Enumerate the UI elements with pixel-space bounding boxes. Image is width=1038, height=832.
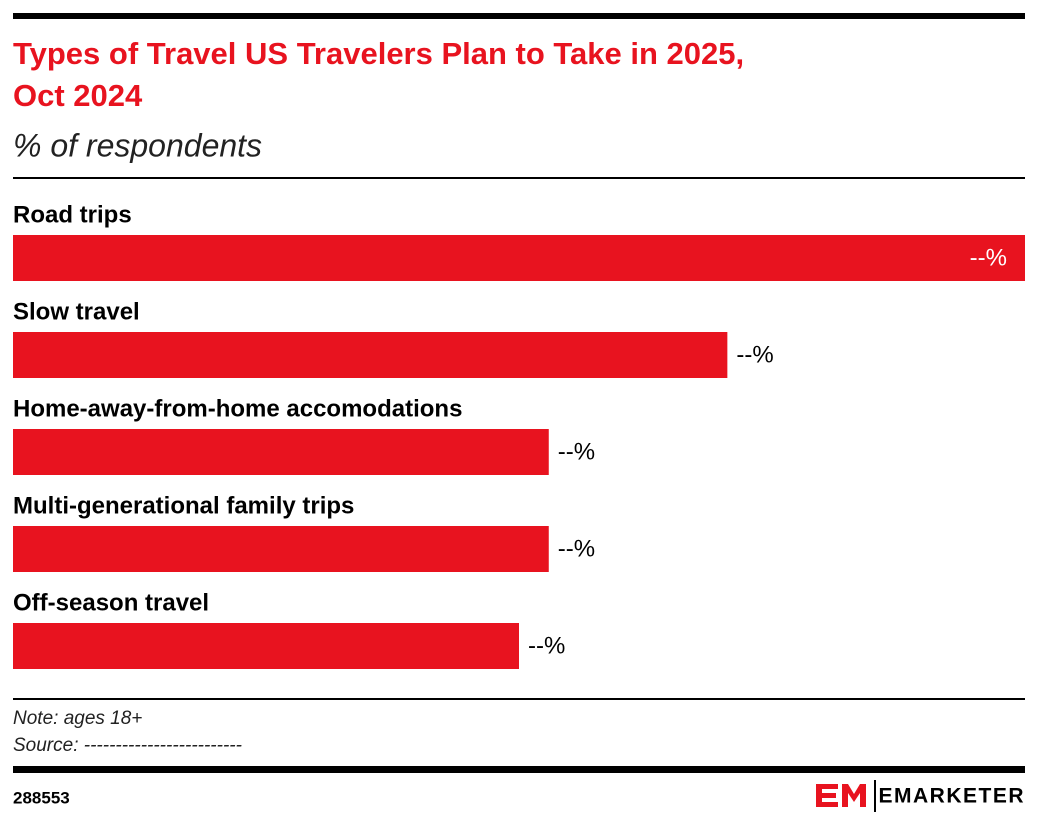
category-label: Multi-generational family trips: [13, 492, 354, 519]
logo-e: [816, 784, 838, 807]
bar: [13, 429, 549, 475]
bar: [13, 623, 519, 669]
logo: EMARKETER: [816, 780, 1025, 812]
title-line: Types of Travel US Travelers Plan to Tak…: [13, 36, 744, 71]
value-label: --%: [528, 632, 565, 659]
top-rule: [13, 13, 1025, 19]
brand: EMARKETER: [878, 785, 1025, 808]
value-label: --%: [558, 438, 595, 465]
plot-area: Road trips --% Slow travel --% Home-away-fro…: [13, 201, 1025, 669]
bar: [13, 526, 549, 572]
category-label: Off-season travel: [13, 589, 209, 616]
logo-divider: [874, 780, 876, 812]
category-label: Slow travel: [13, 298, 140, 325]
logo-m: [842, 784, 866, 807]
chart-id: 288553: [13, 788, 70, 807]
bottom-rule: [13, 766, 1025, 773]
rule: [13, 177, 1025, 179]
bar: [13, 235, 1025, 281]
value-label: --%: [558, 535, 595, 562]
chart-subtitle: % of respondents: [13, 127, 262, 163]
note: Note: ages 18+: [13, 708, 142, 729]
value-label: --%: [970, 244, 1007, 271]
chart-title: Types of Travel US Travelers Plan to Tak…: [13, 36, 753, 113]
bar: [13, 332, 728, 378]
category-label: Road trips: [13, 201, 132, 228]
value-label: --%: [736, 341, 773, 368]
source: Source: -------------------------: [13, 735, 242, 756]
category-label: Home-away-from-home accomodations: [13, 395, 462, 422]
title-line: Oct 2024: [13, 78, 143, 113]
rule: [13, 698, 1025, 700]
